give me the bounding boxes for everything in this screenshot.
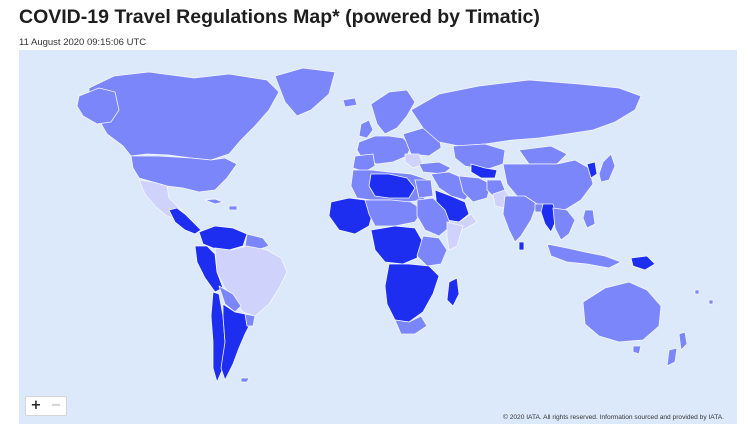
region-central-america[interactable] <box>168 207 202 235</box>
region-canada[interactable] <box>88 71 280 161</box>
region-southeast-asia[interactable] <box>552 207 576 241</box>
page-title: COVID-19 Travel Regulations Map* (powere… <box>19 6 540 28</box>
region-korea[interactable] <box>586 161 598 179</box>
zoom-in-button[interactable]: + <box>30 398 42 413</box>
region-sahel[interactable] <box>364 199 424 227</box>
region-india[interactable] <box>502 195 538 243</box>
region-brazil[interactable] <box>214 245 288 317</box>
region-mongolia[interactable] <box>518 145 568 165</box>
region-iceland[interactable] <box>342 97 358 108</box>
region-central-africa[interactable] <box>370 225 424 265</box>
region-kazakhstan[interactable] <box>452 143 506 171</box>
region-alaska[interactable] <box>76 87 120 125</box>
region-falklands[interactable] <box>240 377 250 383</box>
region-colombia-venezuela[interactable] <box>198 225 248 251</box>
world-map[interactable]: + − © 2020 IATA. All rights reserved. In… <box>19 50 737 424</box>
region-pacific-islands[interactable] <box>694 289 714 305</box>
region-west-africa[interactable] <box>328 197 374 235</box>
region-sri-lanka[interactable] <box>518 241 525 251</box>
region-turkey[interactable] <box>418 161 452 175</box>
region-somalia[interactable] <box>446 221 464 251</box>
region-argentina[interactable] <box>220 303 252 381</box>
zoom-control: + − <box>25 396 67 416</box>
region-tasmania[interactable] <box>632 345 642 355</box>
region-papua-new-guinea[interactable] <box>630 255 656 271</box>
region-guianas[interactable] <box>244 233 270 251</box>
region-southern-africa[interactable] <box>384 263 440 323</box>
region-uk[interactable] <box>358 119 374 139</box>
world-map-svg[interactable] <box>19 50 737 424</box>
map-attribution: © 2020 IATA. All rights reserved. Inform… <box>503 414 724 421</box>
region-greenland[interactable] <box>274 67 336 117</box>
region-iberia[interactable] <box>352 153 376 173</box>
region-libya-algeria[interactable] <box>368 173 416 199</box>
region-chile[interactable] <box>210 291 226 383</box>
region-balkans[interactable] <box>404 153 424 169</box>
region-uruguay[interactable] <box>244 313 256 327</box>
region-bolivia-paraguay[interactable] <box>218 285 242 313</box>
region-central-asia[interactable] <box>470 163 498 179</box>
update-timestamp: 11 August 2020 09:15:06 UTC <box>19 37 147 48</box>
region-russia[interactable] <box>410 79 642 147</box>
region-sudan-ethiopia[interactable] <box>416 197 452 237</box>
region-caribbean[interactable] <box>204 198 238 211</box>
zoom-out-button[interactable]: − <box>50 398 62 413</box>
region-egypt[interactable] <box>414 179 434 199</box>
region-madagascar[interactable] <box>446 277 460 307</box>
region-scandinavia[interactable] <box>370 89 416 135</box>
region-indonesia-malaysia[interactable] <box>546 243 622 269</box>
region-philippines[interactable] <box>582 209 596 229</box>
region-australia[interactable] <box>582 281 662 343</box>
region-japan[interactable] <box>598 153 616 183</box>
region-south-africa[interactable] <box>394 315 428 335</box>
region-east-africa[interactable] <box>416 235 448 267</box>
region-new-zealand[interactable] <box>666 331 688 367</box>
region-iran[interactable] <box>458 175 492 203</box>
